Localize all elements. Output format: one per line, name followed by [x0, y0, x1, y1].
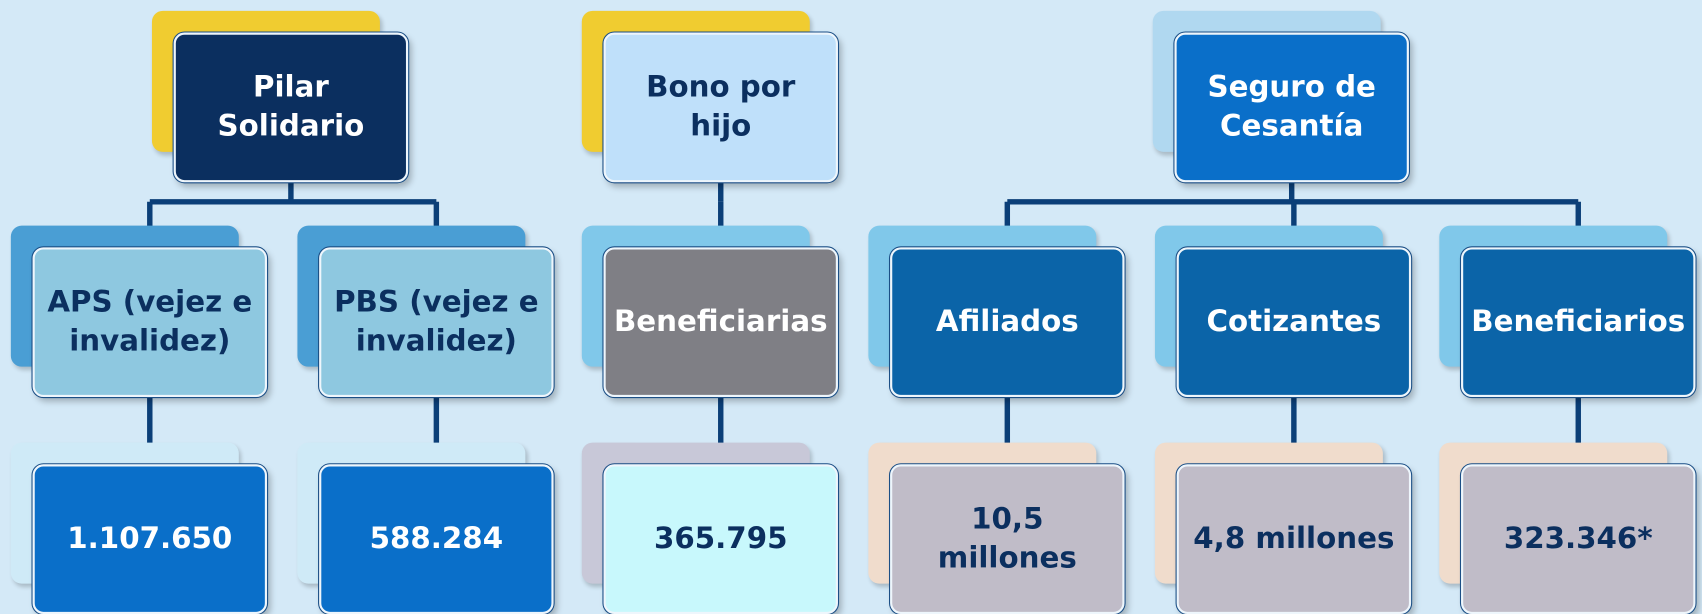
category-box: Afiliados [890, 247, 1125, 398]
value-box: 1.107.650 [32, 464, 268, 614]
group-title: Bono por hijo [603, 32, 838, 183]
value-box: 4,8 millones [1176, 464, 1412, 614]
category-box: PBS (vejez e invalidez) [319, 247, 554, 398]
group-title: Pilar Solidario [173, 32, 409, 183]
value-box: 323.346* [1461, 464, 1696, 614]
value-box: 10,5 millones [890, 464, 1125, 614]
category-box: Beneficiarios [1461, 247, 1696, 398]
category-box: APS (vejez e invalidez) [32, 247, 268, 398]
value-box: 365.795 [603, 464, 838, 614]
category-box: Beneficiarias [603, 247, 838, 398]
group-title: Seguro de Cesantía [1174, 32, 1409, 183]
value-box: 588.284 [319, 464, 554, 614]
category-box: Cotizantes [1176, 247, 1412, 398]
